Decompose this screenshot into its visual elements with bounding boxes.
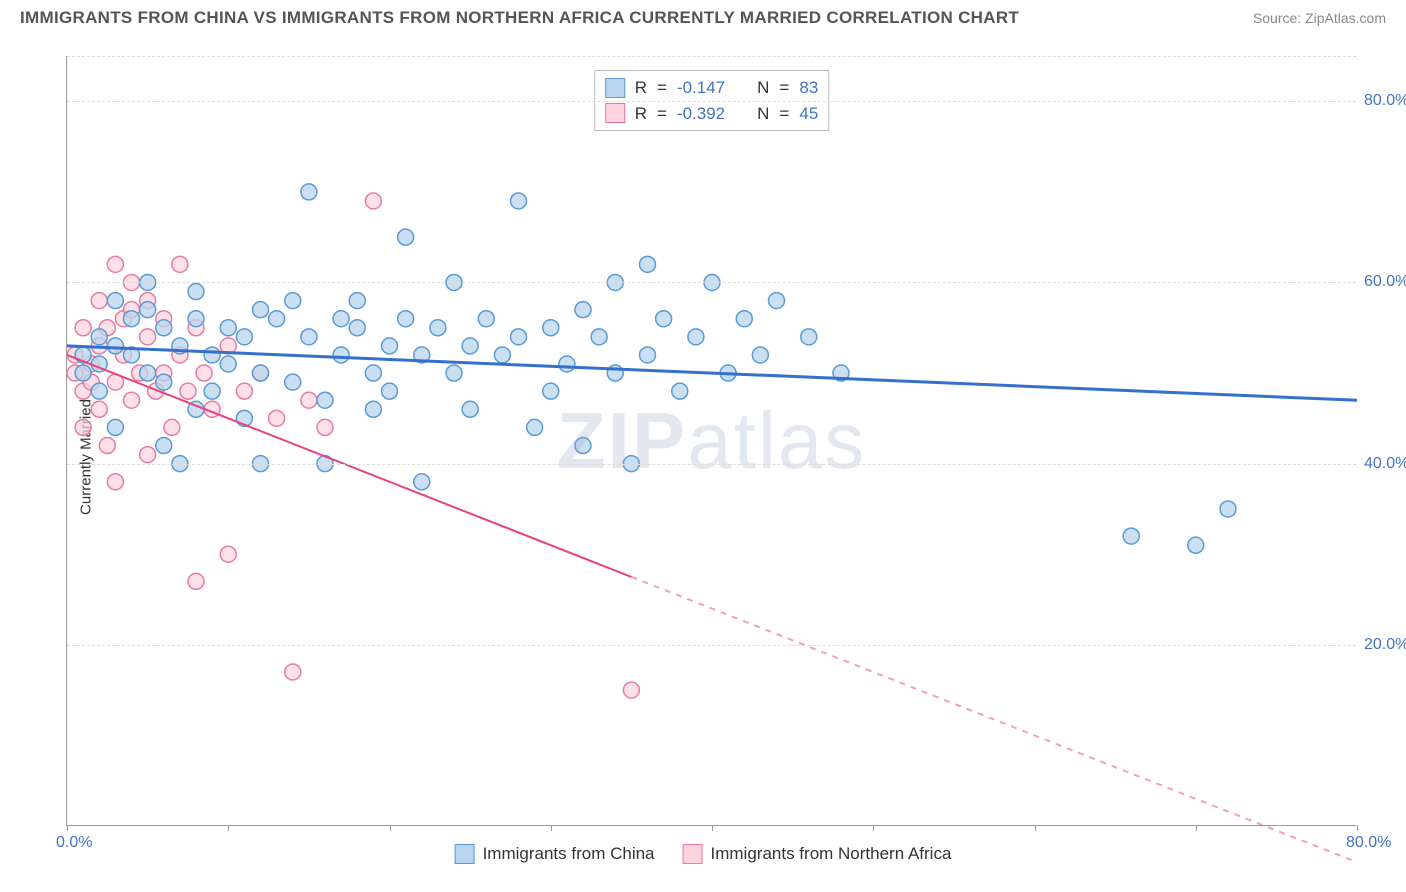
eq-label: = — [657, 75, 667, 101]
r-value-0: -0.147 — [677, 75, 725, 101]
legend-item-1: Immigrants from Northern Africa — [683, 844, 952, 864]
x-tick — [551, 825, 552, 831]
eq-label-b2: = — [779, 101, 789, 127]
gridline-h — [67, 282, 1356, 283]
eq-label-2: = — [779, 75, 789, 101]
x-tick — [873, 825, 874, 831]
legend-label-0: Immigrants from China — [483, 844, 655, 864]
x-tick-label: 80.0% — [1346, 834, 1391, 872]
x-tick — [712, 825, 713, 831]
gridline-h — [67, 101, 1356, 102]
chart-header: IMMIGRANTS FROM CHINA VS IMMIGRANTS FROM… — [0, 0, 1406, 34]
swatch-series-1 — [605, 103, 625, 123]
eq-label-b: = — [657, 101, 667, 127]
x-tick — [390, 825, 391, 831]
legend-swatch-1 — [683, 844, 703, 864]
bottom-legend: Immigrants from China Immigrants from No… — [455, 844, 952, 864]
stats-row-series-1: R = -0.392 N = 45 — [605, 101, 819, 127]
x-tick — [1035, 825, 1036, 831]
x-tick-label: 0.0% — [56, 834, 92, 872]
r-value-1: -0.392 — [677, 101, 725, 127]
r-label: R — [635, 75, 647, 101]
stats-row-series-0: R = -0.147 N = 83 — [605, 75, 819, 101]
legend-swatch-0 — [455, 844, 475, 864]
n-label: N — [757, 75, 769, 101]
gridline-h-top — [67, 56, 1356, 57]
x-tick — [67, 825, 68, 831]
plot-area: ZIPatlas R = -0.147 N = 83 R = -0.392 N … — [66, 56, 1356, 826]
source-prefix: Source: — [1253, 10, 1305, 26]
y-tick-label: 60.0% — [1364, 273, 1406, 291]
source-name: ZipAtlas.com — [1305, 10, 1386, 26]
chart-source: Source: ZipAtlas.com — [1253, 10, 1386, 26]
chart-title: IMMIGRANTS FROM CHINA VS IMMIGRANTS FROM… — [20, 8, 1019, 28]
y-tick-label: 40.0% — [1364, 455, 1406, 473]
x-tick — [228, 825, 229, 831]
n-label-b: N — [757, 101, 769, 127]
r-label-b: R — [635, 101, 647, 127]
gridline-h — [67, 464, 1356, 465]
y-tick-label: 20.0% — [1364, 636, 1406, 654]
gridline-h — [67, 645, 1356, 646]
legend-label-1: Immigrants from Northern Africa — [711, 844, 952, 864]
n-value-1: 45 — [799, 101, 818, 127]
legend-item-0: Immigrants from China — [455, 844, 655, 864]
x-tick — [1196, 825, 1197, 831]
swatch-series-0 — [605, 78, 625, 98]
n-value-0: 83 — [799, 75, 818, 101]
y-tick-label: 80.0% — [1364, 92, 1406, 110]
scatter-plot-svg — [67, 56, 1356, 825]
x-tick — [1357, 825, 1358, 831]
chart-container: Currently Married ZIPatlas R = -0.147 N … — [20, 44, 1386, 870]
